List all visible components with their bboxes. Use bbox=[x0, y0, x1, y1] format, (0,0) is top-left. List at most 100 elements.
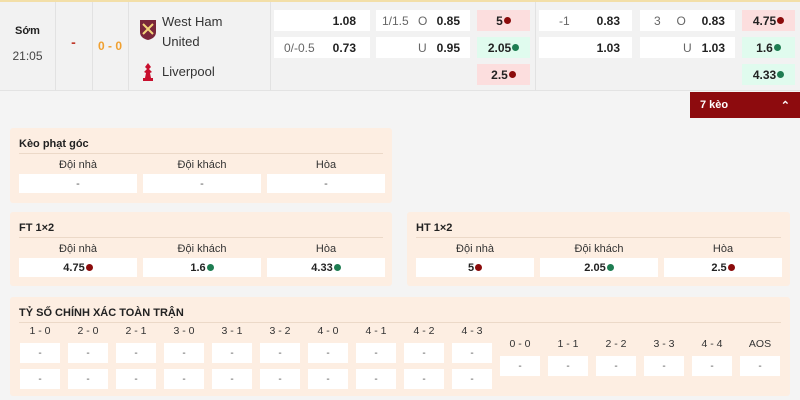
match-score: 0 - 0 bbox=[97, 39, 122, 53]
panel-title: TỶ SỐ CHÍNH XÁC TOÀN TRẬN bbox=[19, 307, 184, 319]
ht-over[interactable]: 3 O 0.83 bbox=[640, 10, 735, 31]
ht-1x2-draw[interactable]: 4.33 bbox=[742, 64, 795, 85]
score-odds-draw[interactable]: - bbox=[692, 356, 732, 376]
ft-1x2-panel: FT 1×2 Đội nhà 4.75 Đội khách 1.6 Hòa 4.33 bbox=[10, 212, 392, 286]
ft-1x2-draw[interactable]: 2.5 bbox=[477, 64, 530, 85]
score-odds-away[interactable]: - bbox=[68, 369, 108, 389]
trend-down-icon bbox=[85, 264, 93, 271]
score-label: 1 - 1 bbox=[557, 338, 579, 350]
score-odds-home[interactable]: - bbox=[212, 343, 252, 363]
score-odds-away[interactable]: - bbox=[212, 369, 252, 389]
more-odds-label: 7 kèo bbox=[700, 99, 729, 111]
score-label: 3 - 0 bbox=[173, 325, 195, 337]
score-odds-draw[interactable]: - bbox=[548, 356, 588, 376]
score-odds-away[interactable]: - bbox=[356, 369, 396, 389]
match-row: Sớm 21:05 - 0 - 0 West Ham United Liverpo… bbox=[0, 0, 800, 91]
odds-label: Đội nhà bbox=[59, 243, 97, 255]
score-odds-away[interactable]: - bbox=[164, 369, 204, 389]
score-odds-home[interactable]: - bbox=[68, 343, 108, 363]
odds-label: Hòa bbox=[712, 243, 734, 255]
score-odds-away[interactable]: - bbox=[452, 369, 492, 389]
ht-1x2-away[interactable]: 1.6 bbox=[742, 37, 795, 58]
odds-value-button[interactable]: 2.05 bbox=[540, 258, 658, 277]
trend-up-icon bbox=[777, 71, 785, 78]
score-odds-home[interactable]: - bbox=[452, 343, 492, 363]
odds-value: 2.5 bbox=[711, 261, 727, 274]
odds-value-button[interactable]: 4.33 bbox=[267, 258, 385, 277]
match-status: Sớm bbox=[15, 25, 40, 37]
odds-value-button[interactable]: - bbox=[143, 174, 261, 193]
score-label: 4 - 1 bbox=[365, 325, 387, 337]
ht-1x2-panel: HT 1×2 Đội nhà 5 Đội khách 2.05 Hòa 2.5 bbox=[407, 212, 790, 286]
away-team-name[interactable]: Liverpool bbox=[162, 64, 215, 79]
odds-cell: Đội nhà - bbox=[19, 156, 137, 193]
score-odds-home[interactable]: - bbox=[20, 343, 60, 363]
score-odds-home[interactable]: - bbox=[164, 343, 204, 363]
score-odds-draw[interactable]: - bbox=[500, 356, 540, 376]
score-odds-away[interactable]: - bbox=[260, 369, 300, 389]
ft-1x2-home[interactable]: 5 bbox=[477, 10, 530, 31]
trend-up-icon bbox=[773, 44, 781, 51]
odds-cell: Hòa - bbox=[267, 156, 385, 193]
ft-over[interactable]: 1/1.5 O 0.85 bbox=[376, 10, 470, 31]
odds-value: 2.05 bbox=[584, 261, 606, 274]
score-odds-home[interactable]: - bbox=[308, 343, 348, 363]
trend-up-icon bbox=[606, 264, 614, 271]
ht-1x2-home[interactable]: 4.75 bbox=[742, 10, 795, 31]
panel-title: FT 1×2 bbox=[19, 222, 55, 234]
score-label: 4 - 0 bbox=[317, 325, 339, 337]
trend-down-icon bbox=[777, 17, 785, 24]
ht-handicap-away[interactable]: 1.03 bbox=[539, 37, 632, 58]
score-odds-home[interactable]: - bbox=[404, 343, 444, 363]
score-label: 3 - 1 bbox=[221, 325, 243, 337]
more-odds-button[interactable]: 7 kèo ⌃ bbox=[690, 92, 800, 118]
divider bbox=[416, 237, 781, 238]
score-odds-home[interactable]: - bbox=[356, 343, 396, 363]
odds-label: Đội nhà bbox=[456, 243, 494, 255]
score-label: 4 - 2 bbox=[413, 325, 435, 337]
score-odds-draw[interactable]: - bbox=[644, 356, 684, 376]
divider bbox=[19, 153, 383, 154]
ft-1x2-away[interactable]: 2.05 bbox=[477, 37, 530, 58]
odds-value-button[interactable]: - bbox=[19, 174, 137, 193]
score-odds-home[interactable]: - bbox=[260, 343, 300, 363]
panel-title: Kèo phạt góc bbox=[19, 138, 89, 150]
score-odds-away[interactable]: - bbox=[308, 369, 348, 389]
odds-value-button[interactable]: 1.6 bbox=[143, 258, 261, 277]
score-odds-home[interactable]: - bbox=[116, 343, 156, 363]
odds-value-button[interactable]: 5 bbox=[416, 258, 534, 277]
home-team-line2: United bbox=[162, 34, 200, 49]
divider bbox=[19, 237, 383, 238]
ft-handicap-home[interactable]: 1.08 bbox=[274, 10, 370, 31]
odds-value: - bbox=[324, 177, 328, 190]
score-odds-away[interactable]: - bbox=[20, 369, 60, 389]
odds-value-button[interactable]: 4.75 bbox=[19, 258, 137, 277]
ht-under[interactable]: U 1.03 bbox=[640, 37, 735, 58]
odds-value-button[interactable]: 2.5 bbox=[664, 258, 782, 277]
ht-handicap-home[interactable]: -1 0.83 bbox=[539, 10, 632, 31]
home-team-name[interactable]: West Ham United bbox=[162, 12, 222, 52]
score-label: 2 - 0 bbox=[77, 325, 99, 337]
odds-value-button[interactable]: - bbox=[267, 174, 385, 193]
odds-label: Đội khách bbox=[574, 243, 624, 255]
trend-up-icon bbox=[512, 44, 520, 51]
score-odds-draw[interactable]: - bbox=[740, 356, 780, 376]
panel-title: HT 1×2 bbox=[416, 222, 453, 234]
score-odds-away[interactable]: - bbox=[116, 369, 156, 389]
corner-odds-panel: Kèo phạt góc Đội nhà - Đội khách - Hòa - bbox=[10, 128, 392, 203]
trend-up-icon bbox=[333, 264, 341, 271]
odds-value: 4.75 bbox=[63, 261, 85, 274]
score-label: 4 - 4 bbox=[701, 338, 723, 350]
odds-value: - bbox=[200, 177, 204, 190]
ft-handicap-away[interactable]: 0/-0.5 0.73 bbox=[274, 37, 370, 58]
score-odds-away[interactable]: - bbox=[404, 369, 444, 389]
trend-up-icon bbox=[206, 264, 214, 271]
odds-label: Hòa bbox=[315, 243, 337, 255]
odds-cell: Đội khách 2.05 bbox=[540, 240, 658, 277]
ft-under[interactable]: U 0.95 bbox=[376, 37, 470, 58]
score-odds-draw[interactable]: - bbox=[596, 356, 636, 376]
odds-cell: Đội nhà 5 bbox=[416, 240, 534, 277]
live-marker: - bbox=[71, 34, 76, 50]
odds-cell: Hòa 4.33 bbox=[267, 240, 385, 277]
liverpool-crest-icon bbox=[143, 63, 153, 81]
